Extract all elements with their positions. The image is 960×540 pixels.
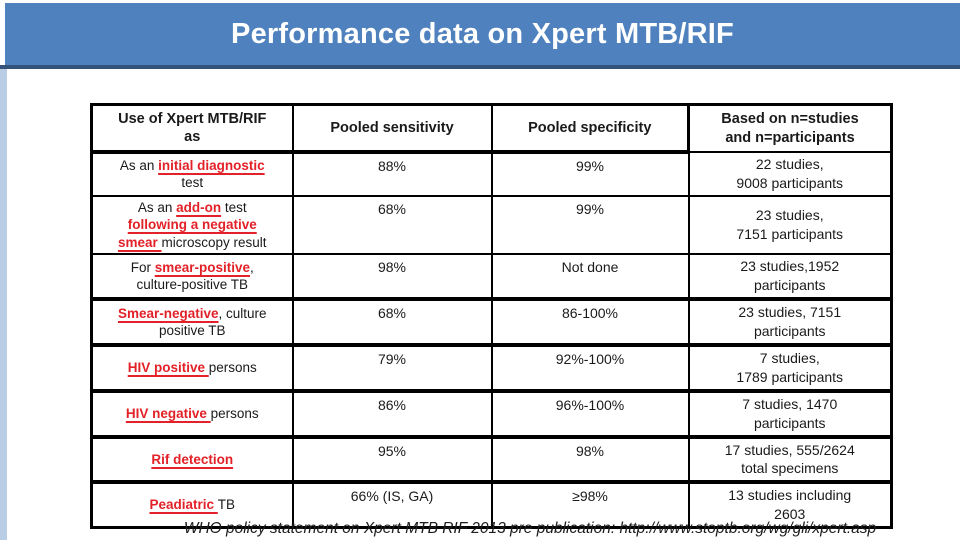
use-label-highlight: Peadiatric bbox=[149, 497, 218, 513]
basis-cell: 13 studies including 2603 bbox=[687, 480, 893, 529]
use-label-highlight: HIV positive bbox=[127, 360, 209, 376]
table-row: HIV positive persons 79% 92%-100% 7 studies… bbox=[90, 342, 893, 392]
sensitivity-cell: 66% (IS, GA) bbox=[291, 480, 493, 529]
specificity-cell: 99% bbox=[490, 151, 690, 197]
table-row: For smear-positive, culture-positive TB 9… bbox=[90, 253, 893, 301]
use-label-highlight: following a negative bbox=[127, 217, 257, 233]
sensitivity-cell: 88% bbox=[291, 151, 493, 197]
table-row: Smear-negative, culture positive TB 68% 86… bbox=[90, 297, 893, 346]
use-label-text: , culture positive TB bbox=[158, 305, 267, 339]
use-cell: Rif detection bbox=[90, 434, 294, 484]
basis-cell: 23 studies, 7151 participants bbox=[687, 194, 893, 256]
basis-cell: 17 studies, 555/2624 total specimens bbox=[687, 434, 893, 484]
table-row: Peadiatric TB 66% (IS, GA) ≥98% 13 studies … bbox=[90, 480, 893, 529]
use-label-text: As an bbox=[119, 157, 159, 173]
use-label-highlight: smear bbox=[117, 234, 162, 250]
use-cell: HIV negative persons bbox=[90, 388, 294, 438]
sensitivity-cell: 86% bbox=[291, 388, 493, 438]
use-label-text: TB bbox=[217, 497, 236, 513]
specificity-cell: Not done bbox=[490, 253, 690, 301]
use-label-text: persons bbox=[210, 405, 259, 421]
sensitivity-cell: 68% bbox=[291, 297, 493, 346]
specificity-cell: 99% bbox=[490, 194, 690, 256]
specificity-cell: 98% bbox=[490, 434, 690, 484]
use-label-text: microscopy result bbox=[161, 234, 267, 250]
use-label-text: test bbox=[181, 175, 204, 191]
use-label-text: For bbox=[130, 259, 155, 275]
basis-cell: 7 studies, 1789 participants bbox=[687, 342, 893, 392]
use-label-text: persons bbox=[208, 360, 257, 376]
sensitivity-cell: 98% bbox=[291, 253, 493, 301]
specificity-cell: 92%-100% bbox=[490, 342, 690, 392]
use-cell: HIV positive persons bbox=[90, 342, 294, 392]
specificity-cell: 86-100% bbox=[490, 297, 690, 346]
specificity-cell: 96%-100% bbox=[490, 388, 690, 438]
use-label-text: , culture-positive TB bbox=[136, 259, 254, 293]
use-label-highlight: add-on bbox=[176, 199, 222, 215]
sensitivity-cell: 68% bbox=[291, 194, 493, 256]
left-accent-stripe bbox=[0, 69, 7, 540]
use-cell: As an add-on test following a negative s… bbox=[90, 194, 294, 256]
sensitivity-cell: 79% bbox=[291, 342, 493, 392]
slide-title: Performance data on Xpert MTB/RIF bbox=[231, 17, 734, 50]
use-cell: Smear-negative, culture positive TB bbox=[90, 297, 294, 346]
performance-table-container: Use of Xpert MTB/RIF as Pooled sensitivi… bbox=[90, 103, 893, 530]
use-cell: Peadiatric TB bbox=[90, 480, 294, 529]
use-label-highlight: Smear-negative bbox=[117, 305, 219, 321]
table-row: Rif detection 95% 98% 17 studies, 555/2624 … bbox=[90, 434, 893, 484]
use-label-text: As an bbox=[137, 199, 177, 215]
column-header-specificity: Pooled specificity bbox=[490, 103, 690, 154]
column-header-sensitivity: Pooled sensitivity bbox=[291, 103, 493, 154]
sensitivity-cell: 95% bbox=[291, 434, 493, 484]
footer-citation: WHO policy statement on Xpert MTB RIF 20… bbox=[183, 520, 877, 537]
basis-cell: 7 studies, 1470 participants bbox=[687, 388, 893, 438]
specificity-cell: ≥98% bbox=[490, 480, 690, 529]
use-label-highlight: initial diagnostic bbox=[158, 157, 265, 173]
table-row: HIV negative persons 86% 96%-100% 7 studies… bbox=[90, 388, 893, 438]
basis-cell: 22 studies, 9008 participants bbox=[687, 151, 893, 197]
use-cell: As an initial diagnostic test bbox=[90, 151, 294, 197]
slide-title-bar: Performance data on Xpert MTB/RIF bbox=[5, 3, 960, 65]
table-row: As an add-on test following a negative s… bbox=[90, 194, 893, 256]
performance-table: Use of Xpert MTB/RIF as Pooled sensitivi… bbox=[90, 103, 893, 530]
table-row: As an initial diagnostic test 88% 99% 22 st… bbox=[90, 151, 893, 197]
use-label-highlight: Rif detection bbox=[151, 451, 234, 467]
column-header-basis: Based on n=studies and n=participants bbox=[687, 103, 893, 153]
column-header-use: Use of Xpert MTB/RIF as bbox=[90, 103, 294, 154]
basis-cell: 23 studies,1952 participants bbox=[687, 253, 893, 301]
use-label-highlight: HIV negative bbox=[125, 405, 211, 421]
use-label-highlight: smear-positive bbox=[154, 259, 251, 275]
use-cell: For smear-positive, culture-positive TB bbox=[90, 253, 294, 301]
basis-cell: 23 studies, 7151 participants bbox=[687, 297, 893, 346]
use-label-text: test bbox=[224, 199, 247, 215]
title-bar-bottom-edge bbox=[0, 65, 960, 69]
header-row: Use of Xpert MTB/RIF as Pooled sensitivi… bbox=[90, 103, 893, 154]
